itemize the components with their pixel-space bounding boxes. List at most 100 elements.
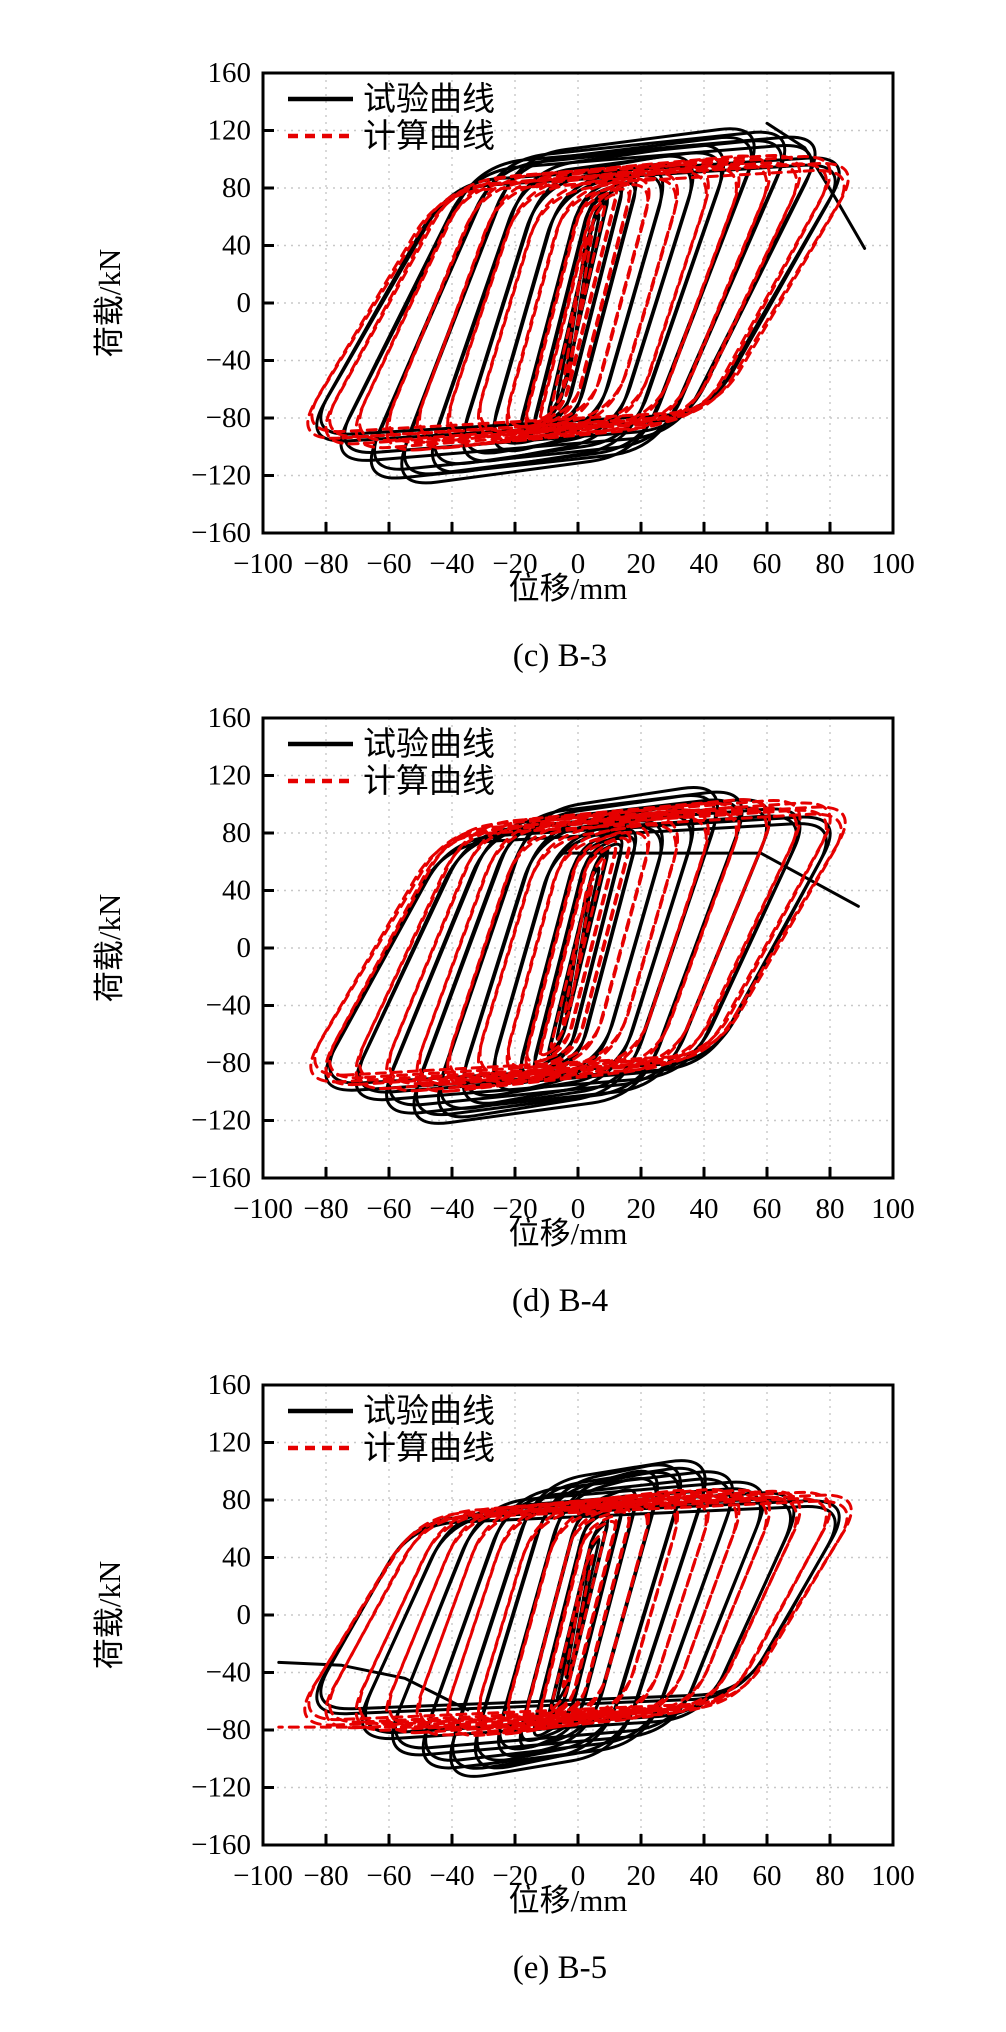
y-tick-label: −40 [206, 1657, 251, 1689]
x-axis-title: 位移/mm [509, 1883, 628, 1918]
calc-curve-path [307, 1499, 849, 1722]
curves-group [306, 121, 867, 485]
x-tick-label: −40 [429, 1860, 474, 1892]
x-tick-label: 0 [571, 548, 586, 580]
chart-b3: −100 −80 −60 −40 −20 0 20 40 60 80 100 −160 −120 −80… [92, 57, 915, 674]
y-tick-labels: −160 −120 −80 −40 0 40 80 120 160 [191, 1369, 251, 1861]
chart-caption: (d) B-4 [512, 1283, 608, 1319]
calc-curve-path [303, 1493, 853, 1727]
y-tick-label: −160 [191, 517, 251, 549]
x-tick-label: 40 [690, 1193, 719, 1225]
y-tick-label: −40 [206, 345, 251, 377]
test-curve-path [277, 1660, 470, 1712]
x-tick-label: −20 [492, 1860, 537, 1892]
y-tick-label: 0 [237, 932, 252, 964]
x-tick-label: −40 [429, 1193, 474, 1225]
x-tick-label: −60 [366, 1193, 411, 1225]
x-tick-label: 40 [690, 548, 719, 580]
calc-curve-path [525, 187, 631, 424]
x-tick-label: 60 [753, 548, 782, 580]
calc-curve-path [388, 805, 768, 1086]
x-tick-label: 20 [627, 1860, 656, 1892]
y-tick-label: −120 [191, 1105, 251, 1137]
gridlines [263, 718, 893, 1178]
legend-calc-label: 计算曲线 [363, 1430, 495, 1467]
x-tick-label: −80 [303, 1193, 348, 1225]
x-tick-label: 60 [753, 1193, 782, 1225]
calc-curve-path [385, 798, 771, 1093]
calc-curve-path [549, 1530, 607, 1711]
x-tick-label: 100 [871, 548, 915, 580]
axis-ticks [261, 1383, 895, 1847]
test-curve-path [451, 1466, 705, 1770]
y-tick-label: −80 [206, 402, 251, 434]
calc-curve-path [388, 161, 768, 445]
calc-curve-path [358, 161, 798, 442]
x-tick-label: 80 [816, 1860, 845, 1892]
y-axis-title: 荷载/kN [92, 1561, 127, 1670]
curves-group [277, 1459, 853, 1778]
x-axis-title: 位移/mm [509, 1216, 628, 1251]
y-tick-label: −160 [191, 1162, 251, 1194]
chart-b5: −100 −80 −60 −40 −20 0 20 40 60 80 100 −160 −120 −80… [92, 1369, 915, 1986]
y-tick-label: 0 [237, 287, 252, 319]
y-tick-labels: −160 −120 −80 −40 0 40 80 120 160 [191, 57, 251, 549]
y-axis-title: 荷载/kN [92, 249, 127, 358]
x-tick-label: −100 [233, 548, 293, 580]
legend-test-label: 试验曲线 [363, 81, 495, 118]
x-tick-labels: −100 −80 −60 −40 −20 0 20 40 60 80 100 [233, 1193, 915, 1225]
y-tick-label: 120 [208, 760, 252, 792]
y-tick-label: 120 [208, 115, 252, 147]
x-axis-title: 位移/mm [509, 571, 628, 606]
calc-curve-path [538, 1515, 618, 1722]
test-curve-path [319, 1505, 837, 1711]
curves-group [309, 786, 860, 1125]
chart-caption: (c) B-3 [513, 638, 607, 674]
calc-curve-path [309, 805, 847, 1084]
calc-curve-path [415, 1488, 741, 1737]
calc-curve-path [418, 1494, 738, 1731]
x-tick-label: −80 [303, 548, 348, 580]
axis-ticks [261, 716, 895, 1180]
y-tick-label: 160 [208, 702, 252, 734]
y-tick-label: −120 [191, 460, 251, 492]
y-tick-label: 40 [222, 230, 251, 262]
x-tick-label: −80 [303, 1860, 348, 1892]
x-tick-label: 0 [571, 1193, 586, 1225]
x-tick-label: 20 [627, 548, 656, 580]
legend-calc-label: 计算曲线 [363, 118, 495, 155]
y-tick-label: 40 [222, 875, 251, 907]
calc-curve-path [415, 801, 741, 1093]
test-curve-path [765, 121, 867, 250]
calc-curve-path [538, 193, 618, 420]
calc-curve-path [306, 161, 850, 440]
calc-curve-path [354, 154, 802, 450]
x-tick-label: −20 [492, 1193, 537, 1225]
test-curve-path [328, 822, 828, 1085]
test-curve-path [533, 1507, 623, 1731]
calc-curve-path [549, 202, 607, 413]
calc-curve-path [388, 1495, 768, 1729]
x-tick-label: 80 [816, 1193, 845, 1225]
x-tick-label: −100 [233, 1860, 293, 1892]
x-tick-label: −60 [366, 1860, 411, 1892]
calc-curve-path [385, 154, 771, 452]
x-tick-labels: −100 −80 −60 −40 −20 0 20 40 60 80 100 [233, 1860, 915, 1892]
y-tick-labels: −160 −120 −80 −40 0 40 80 120 160 [191, 702, 251, 1194]
chart-caption: (e) B-5 [513, 1950, 607, 1986]
y-tick-label: −80 [206, 1047, 251, 1079]
y-tick-label: −40 [206, 990, 251, 1022]
y-tick-label: −80 [206, 1714, 251, 1746]
calc-curve-path [313, 812, 843, 1077]
x-tick-label: 80 [816, 548, 845, 580]
y-tick-label: 80 [222, 817, 251, 849]
y-tick-label: 80 [222, 172, 251, 204]
legend-calc-label: 计算曲线 [363, 763, 495, 800]
calc-curve-path [478, 823, 678, 1077]
x-tick-label: 40 [690, 1860, 719, 1892]
test-curve-path [519, 834, 637, 1075]
x-tick-label: 60 [753, 1860, 782, 1892]
y-tick-label: −160 [191, 1829, 251, 1861]
y-axis-title: 荷载/kN [92, 894, 127, 1003]
